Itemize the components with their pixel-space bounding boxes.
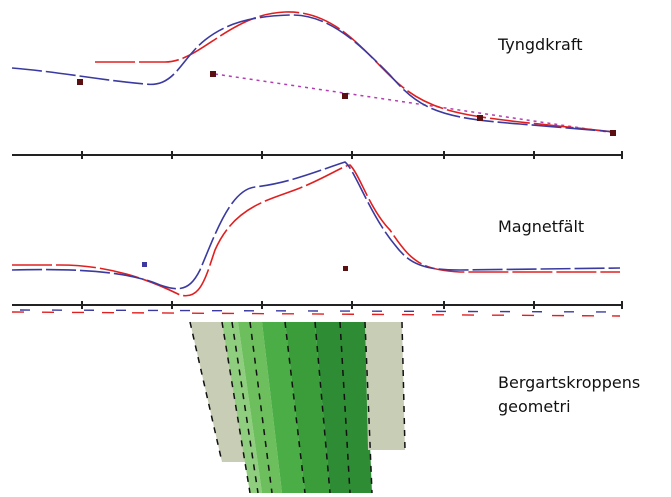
label: Tyngdkraft: [497, 35, 582, 54]
point: [142, 262, 147, 267]
magnetic-panel: Magnetfält: [12, 162, 622, 316]
point: [343, 266, 348, 271]
geometry-panel: Bergartskroppens geometri: [190, 322, 640, 493]
body: [365, 322, 405, 450]
label: Bergartskroppens: [498, 373, 640, 392]
trend-line: [215, 74, 615, 133]
baseline: [20, 310, 620, 312]
baseline: [12, 312, 620, 316]
points: [77, 71, 616, 136]
figure: Tyngdkraft Magnetfält Bergartskroppens g…: [0, 0, 671, 493]
label: Magnetfält: [498, 217, 584, 236]
measured-curve: [95, 12, 615, 132]
label: geometri: [498, 397, 571, 416]
gravity-panel: Tyngdkraft: [12, 12, 622, 159]
model-curve: [12, 15, 615, 132]
